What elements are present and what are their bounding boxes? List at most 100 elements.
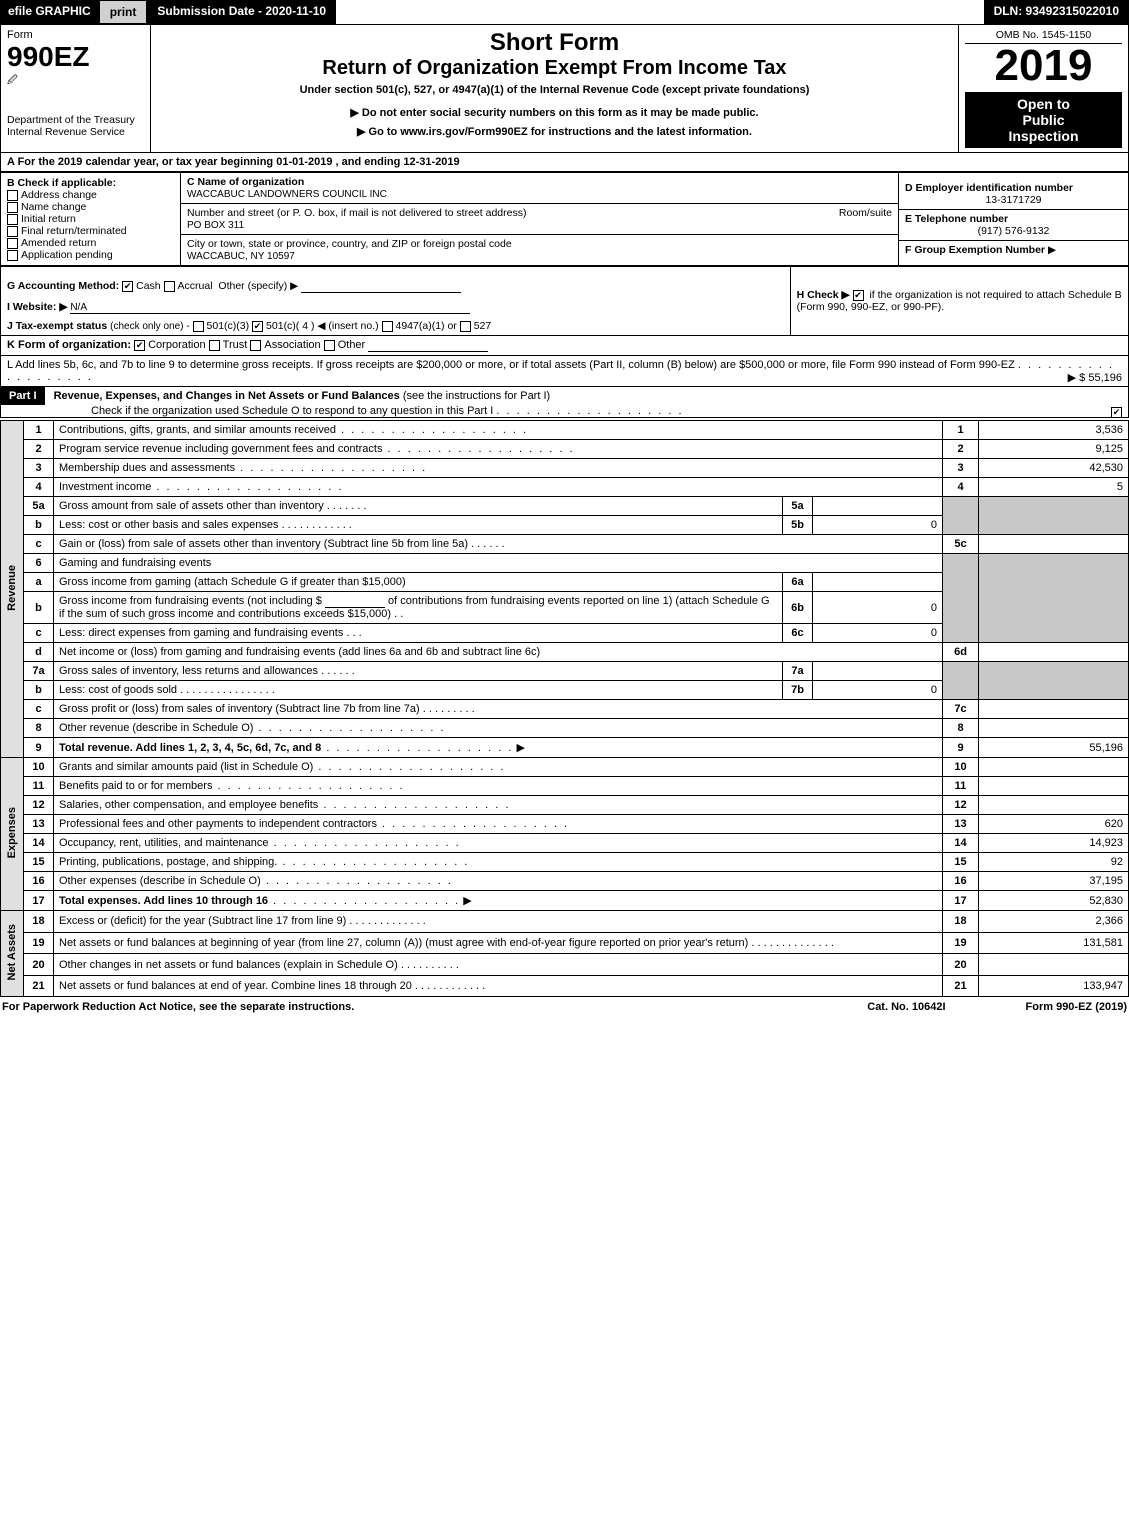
checkbox-schedule-o-part1[interactable] — [1111, 407, 1122, 418]
checkbox-application-pending[interactable] — [7, 250, 18, 261]
lineno-7c: c — [24, 700, 54, 719]
val-11 — [979, 777, 1129, 796]
mval-6a — [813, 573, 943, 592]
mno-6b: 6b — [783, 592, 813, 624]
side-expenses: Expenses — [1, 758, 24, 911]
ein-value: 13-3171729 — [905, 194, 1122, 206]
rno-18: 18 — [943, 911, 979, 933]
lines-table: Revenue 1 Contributions, gifts, grants, … — [0, 420, 1129, 997]
rno-6d: 6d — [943, 643, 979, 662]
label-other-org: Other — [338, 339, 366, 351]
lineno-6d: d — [24, 643, 54, 662]
lineno-5c: c — [24, 535, 54, 554]
desc-5a: Gross amount from sale of assets other t… — [59, 500, 324, 512]
side-revenue: Revenue — [1, 421, 24, 758]
checkbox-4947[interactable] — [382, 321, 393, 332]
label-other-method: Other (specify) ▶ — [218, 280, 298, 292]
line-g-label: G Accounting Method: — [7, 280, 119, 292]
desc-10: Grants and similar amounts paid (list in… — [59, 761, 313, 773]
form-word: Form — [7, 29, 144, 41]
val-9: 55,196 — [979, 738, 1129, 758]
val-3: 42,530 — [979, 459, 1129, 478]
checkbox-501c3[interactable] — [193, 321, 204, 332]
ssn-warning: ▶ Do not enter social security numbers o… — [157, 106, 952, 119]
open-line2: Public — [969, 112, 1118, 128]
line-e-label: E Telephone number — [905, 213, 1008, 225]
label-501c3: 501(c)(3) — [207, 320, 250, 332]
rno-16: 16 — [943, 872, 979, 891]
lineno-10: 10 — [24, 758, 54, 777]
line-j-sub: (check only one) - — [110, 321, 189, 332]
lineno-20: 20 — [24, 954, 54, 976]
val-4: 5 — [979, 478, 1129, 497]
desc-4: Investment income — [59, 481, 151, 493]
lineno-5b: b — [24, 516, 54, 535]
line-c-label: C Name of organization — [187, 176, 304, 188]
val-10 — [979, 758, 1129, 777]
checkbox-name-change[interactable] — [7, 202, 18, 213]
goto-link[interactable]: ▶ Go to www.irs.gov/Form990EZ for instru… — [157, 125, 952, 138]
label-address-change: Address change — [21, 189, 97, 201]
city-label: City or town, state or province, country… — [187, 238, 512, 250]
lineno-4: 4 — [24, 478, 54, 497]
desc-11: Benefits paid to or for members — [59, 780, 212, 792]
checkbox-initial-return[interactable] — [7, 214, 18, 225]
title-return: Return of Organization Exempt From Incom… — [157, 57, 952, 80]
line-a: A For the 2019 calendar year, or tax yea… — [0, 153, 1129, 172]
checkbox-schedule-b[interactable] — [853, 290, 864, 301]
line-a-end: 12-31-2019 — [403, 156, 459, 168]
desc-8: Other revenue (describe in Schedule O) — [59, 722, 253, 734]
rno-4: 4 — [943, 478, 979, 497]
val-6d — [979, 643, 1129, 662]
lineno-21: 21 — [24, 975, 54, 997]
val-7c — [979, 700, 1129, 719]
val-18: 2,366 — [979, 911, 1129, 933]
desc-2: Program service revenue including govern… — [59, 443, 382, 455]
open-line3: Inspection — [969, 128, 1118, 144]
mno-6a: 6a — [783, 573, 813, 592]
checkbox-cash[interactable] — [122, 281, 133, 292]
line-a-mid: , and ending — [336, 156, 401, 168]
checkbox-association[interactable] — [250, 340, 261, 351]
rno-3: 3 — [943, 459, 979, 478]
checkbox-trust[interactable] — [209, 340, 220, 351]
desc-7b: Less: cost of goods sold — [59, 684, 177, 696]
print-button[interactable]: print — [99, 0, 148, 24]
line-a-begin: 01-01-2019 — [276, 156, 332, 168]
street-label: Number and street (or P. O. box, if mail… — [187, 207, 526, 219]
top-bar: efile GRAPHIC print Submission Date - 20… — [0, 0, 1129, 24]
checkbox-other-org[interactable] — [324, 340, 335, 351]
checkbox-corporation[interactable] — [134, 340, 145, 351]
desc-17: Total expenses. Add lines 10 through 16 — [59, 895, 268, 907]
rno-2: 2 — [943, 440, 979, 459]
desc-18: Excess or (deficit) for the year (Subtra… — [59, 915, 346, 927]
line-a-label: A For the 2019 calendar year, or tax yea… — [7, 156, 273, 168]
checkbox-accrual[interactable] — [164, 281, 175, 292]
val-17: 52,830 — [979, 891, 1129, 911]
val-14: 14,923 — [979, 834, 1129, 853]
checkbox-501c[interactable] — [252, 321, 263, 332]
checkbox-amended-return[interactable] — [7, 238, 18, 249]
mval-6c: 0 — [813, 624, 943, 643]
open-public-box: Open to Public Inspection — [965, 92, 1122, 148]
checkbox-527[interactable] — [460, 321, 471, 332]
val-1: 3,536 — [979, 421, 1129, 440]
mno-7a: 7a — [783, 662, 813, 681]
lineno-11: 11 — [24, 777, 54, 796]
label-527: 527 — [474, 320, 492, 332]
checkbox-final-return[interactable] — [7, 226, 18, 237]
line-l-amount: ▶ $ 55,196 — [1068, 371, 1122, 384]
label-association: Association — [264, 339, 320, 351]
goto-link-text: Go to www.irs.gov/Form990EZ for instruct… — [369, 126, 752, 138]
val-12 — [979, 796, 1129, 815]
line-b-label: B Check if applicable: — [7, 177, 116, 189]
label-initial-return: Initial return — [21, 213, 76, 225]
lineno-9: 9 — [24, 738, 54, 758]
mval-6b: 0 — [813, 592, 943, 624]
rno-17: 17 — [943, 891, 979, 911]
checkbox-address-change[interactable] — [7, 190, 18, 201]
desc-5c: Gain or (loss) from sale of assets other… — [59, 538, 468, 550]
dept-treasury: Department of the Treasury — [7, 114, 144, 126]
lineno-6b: b — [24, 592, 54, 624]
part1-badge: Part I — [1, 387, 45, 405]
